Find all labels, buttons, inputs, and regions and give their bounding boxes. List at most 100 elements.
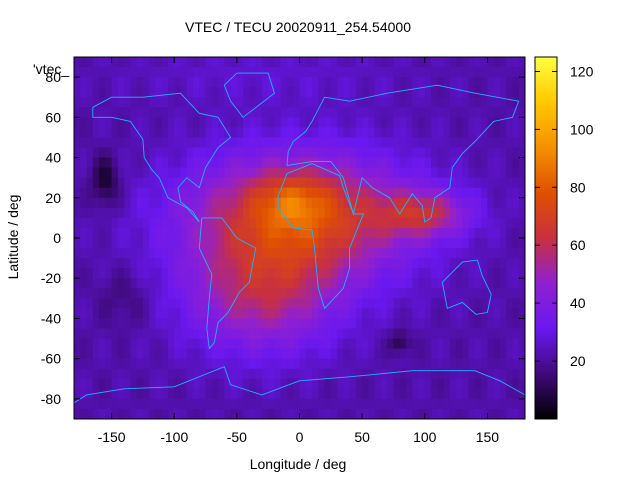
heatmap-cell — [487, 227, 495, 239]
heatmap-cell — [243, 147, 250, 159]
heatmap-cell — [293, 298, 301, 309]
heatmap-cell — [117, 408, 125, 419]
heatmap-cell — [337, 308, 344, 320]
heatmap-cell — [518, 248, 525, 259]
heatmap-cell — [299, 378, 307, 390]
heatmap-cell — [349, 378, 357, 390]
heatmap-cell — [506, 398, 514, 410]
heatmap-cell — [506, 57, 514, 68]
heatmap-cell — [218, 217, 225, 229]
heatmap-cell — [80, 217, 88, 229]
heatmap-cell — [499, 67, 507, 78]
heatmap-cell — [255, 258, 263, 269]
heatmap-cell — [205, 77, 213, 88]
heatmap-cell — [337, 97, 344, 108]
heatmap-cell — [86, 117, 94, 128]
heatmap-cell — [105, 117, 113, 128]
heatmap-cell — [80, 107, 88, 118]
heatmap-cell — [437, 258, 445, 269]
heatmap-cell — [431, 328, 438, 340]
heatmap-cell — [299, 348, 307, 360]
heatmap-cell — [230, 177, 238, 189]
heatmap-cell — [343, 318, 351, 330]
heatmap-cell — [92, 217, 100, 229]
heatmap-cell — [243, 338, 250, 350]
heatmap-cell — [99, 328, 106, 340]
heatmap-cell — [305, 368, 313, 380]
heatmap-cell — [136, 227, 144, 239]
heatmap-cell — [380, 328, 388, 340]
heatmap-cell — [412, 207, 420, 219]
heatmap-cell — [456, 137, 463, 149]
heatmap-cell — [124, 117, 131, 128]
heatmap-cell — [211, 97, 219, 108]
heatmap-cell — [374, 107, 382, 118]
heatmap-cell — [236, 318, 244, 330]
heatmap-cell — [161, 137, 169, 149]
heatmap-cell — [330, 398, 338, 410]
heatmap-cell — [431, 268, 438, 279]
heatmap-cell — [443, 77, 451, 88]
heatmap-cell — [99, 238, 106, 249]
heatmap-cell — [286, 288, 294, 299]
heatmap-cell — [493, 268, 501, 279]
heatmap-cell — [324, 67, 332, 78]
heatmap-cell — [186, 197, 194, 209]
heatmap-cell — [224, 207, 232, 219]
heatmap-cell — [161, 97, 169, 108]
heatmap-cell — [512, 187, 520, 199]
heatmap-cell — [324, 97, 332, 108]
heatmap-cell — [286, 248, 294, 259]
heatmap-cell — [74, 147, 81, 159]
heatmap-cell — [449, 328, 457, 340]
heatmap-cell — [268, 408, 276, 419]
heatmap-cell — [418, 378, 426, 390]
heatmap-cell — [474, 238, 482, 249]
heatmap-cell — [362, 227, 370, 239]
heatmap-cell — [268, 238, 276, 249]
heatmap-cell — [268, 137, 276, 149]
heatmap-cell — [274, 318, 282, 330]
heatmap-cell — [462, 87, 470, 98]
heatmap-cell — [362, 298, 370, 309]
heatmap-cell — [249, 77, 257, 88]
heatmap-cell — [155, 157, 163, 169]
heatmap-cell — [224, 368, 232, 380]
heatmap-cell — [399, 398, 407, 410]
heatmap-cell — [180, 248, 188, 259]
heatmap-cell — [105, 77, 113, 88]
heatmap-cell — [449, 197, 457, 209]
heatmap-cell — [305, 157, 313, 169]
heatmap-cell — [142, 258, 150, 269]
heatmap-cell — [512, 398, 520, 410]
heatmap-cell — [286, 358, 294, 370]
heatmap-cell — [199, 238, 207, 249]
heatmap-cell — [456, 328, 463, 340]
heatmap-cell — [136, 398, 144, 410]
heatmap-cell — [167, 378, 175, 390]
heatmap-cell — [136, 378, 144, 390]
heatmap-cell — [443, 388, 451, 400]
heatmap-cell — [218, 308, 225, 320]
heatmap-cell — [149, 368, 157, 380]
heatmap-cell — [405, 207, 413, 219]
heatmap-cell — [236, 258, 244, 269]
heatmap-cell — [399, 408, 407, 419]
heatmap-cell — [193, 177, 200, 189]
heatmap-cell — [343, 238, 351, 249]
heatmap-cell — [280, 147, 288, 159]
heatmap-cell — [349, 227, 357, 239]
heatmap-cell — [117, 187, 125, 199]
heatmap-cell — [80, 87, 88, 98]
heatmap-cell — [499, 298, 507, 309]
coastline-north-america — [92, 92, 232, 223]
heatmap-cell — [449, 378, 457, 390]
heatmap-cell — [499, 117, 507, 128]
heatmap-cell — [431, 127, 438, 139]
heatmap-cell — [149, 288, 157, 299]
heatmap-cell — [105, 57, 113, 68]
heatmap-cell — [180, 328, 188, 340]
heatmap-cell — [261, 298, 269, 309]
heatmap-cell — [449, 207, 457, 219]
heatmap-cell — [74, 388, 81, 400]
